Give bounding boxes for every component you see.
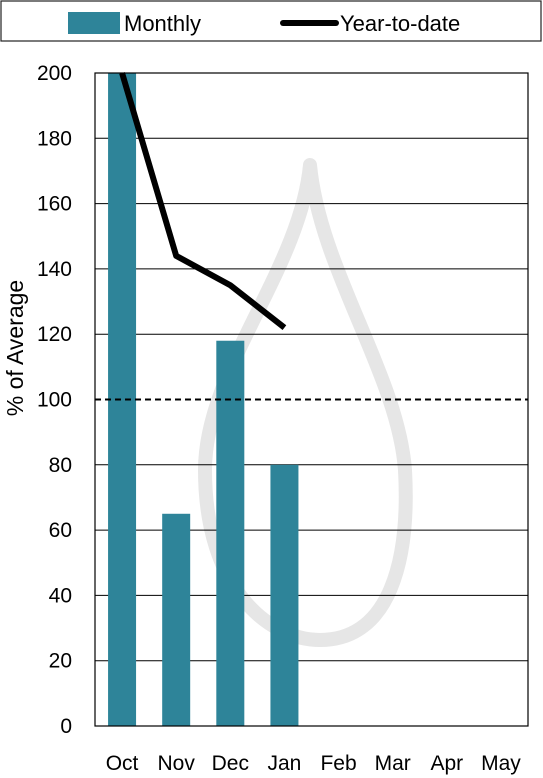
x-tick-label: May <box>481 752 521 775</box>
y-tick-label: 0 <box>60 715 72 738</box>
plot-frame <box>94 72 529 727</box>
x-tick-label: Mar <box>375 752 411 775</box>
x-tick-label: Apr <box>430 752 463 775</box>
bar-monthly <box>216 340 245 726</box>
bar-monthly <box>270 464 299 726</box>
ytd-line-group <box>119 72 287 331</box>
axes <box>94 72 529 727</box>
y-tick-label: 140 <box>37 258 72 281</box>
y-tick-label: 160 <box>37 193 72 216</box>
legend-label-monthly: Monthly <box>124 11 201 36</box>
legend: Monthly Year-to-date <box>0 0 542 42</box>
bar-monthly <box>162 513 191 726</box>
legend-swatch-monthly <box>68 12 120 34</box>
x-tick-label: Oct <box>106 752 139 775</box>
y-tick-label: 60 <box>49 519 72 542</box>
y-tick-label: 40 <box>49 584 72 607</box>
x-tick-label: Nov <box>158 752 196 775</box>
y-axis-title: % of Average <box>2 280 28 416</box>
y-tick-label: 120 <box>37 323 72 346</box>
y-tick-label: 100 <box>37 389 72 412</box>
x-tick-label: Dec <box>212 752 249 775</box>
x-tick-label: Feb <box>320 752 356 775</box>
y-tick-label: 180 <box>37 127 72 150</box>
x-tick-labels: Oct Nov Dec Jan Feb Mar Apr May <box>106 752 522 775</box>
bars <box>108 73 299 726</box>
y-tick-labels: 0 20 40 60 80 100 120 140 160 180 200 <box>37 62 72 738</box>
y-tick-label: 200 <box>37 62 72 85</box>
x-tick-label: Jan <box>268 752 302 775</box>
ytd-line <box>119 72 287 331</box>
y-tick-label: 20 <box>49 650 72 673</box>
legend-label-ytd: Year-to-date <box>340 11 460 36</box>
y-tick-label: 80 <box>49 454 72 477</box>
bar-monthly <box>108 73 137 726</box>
